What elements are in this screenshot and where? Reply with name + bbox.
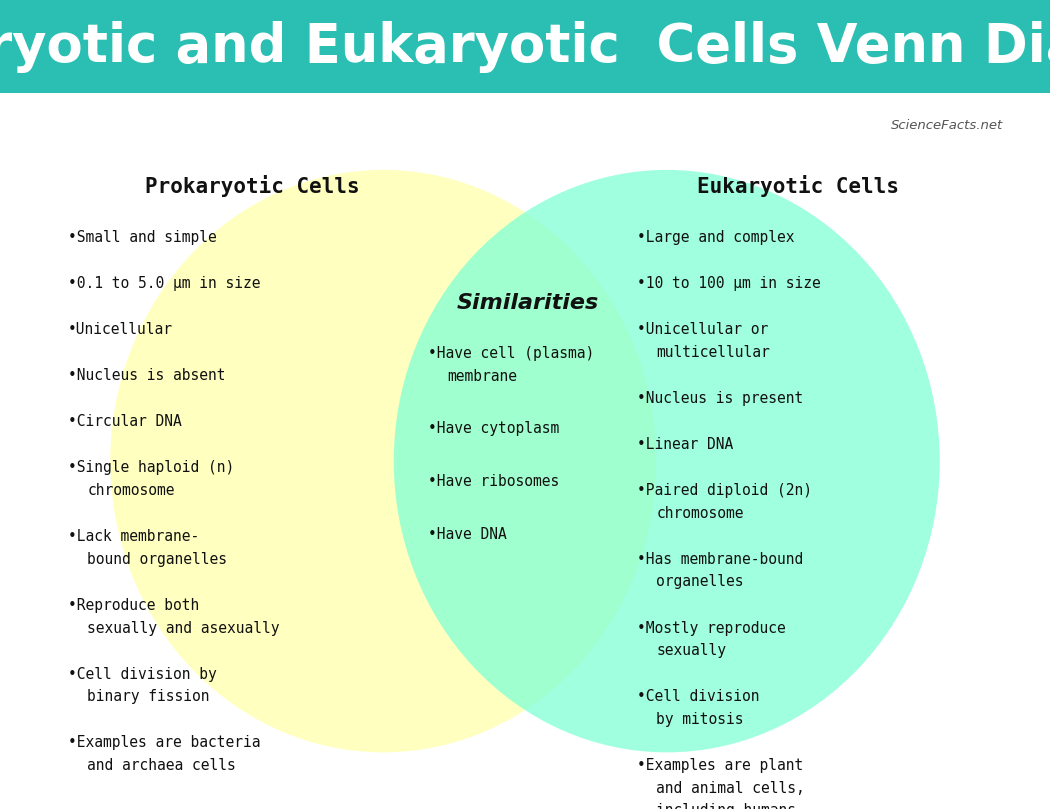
Text: •10 to 100 μm in size: •10 to 100 μm in size	[637, 276, 821, 291]
Text: •Small and simple: •Small and simple	[68, 230, 217, 245]
Text: •Have cell (plasma): •Have cell (plasma)	[428, 346, 594, 362]
Text: and animal cells,: and animal cells,	[656, 781, 805, 796]
Text: •Unicellular or: •Unicellular or	[637, 322, 769, 337]
Text: •Large and complex: •Large and complex	[637, 230, 795, 245]
Text: •Nucleus is present: •Nucleus is present	[637, 391, 803, 406]
Text: binary fission: binary fission	[87, 689, 210, 705]
Ellipse shape	[110, 170, 656, 752]
Text: chromosome: chromosome	[87, 483, 174, 498]
Text: membrane: membrane	[447, 369, 518, 384]
Text: and archaea cells: and archaea cells	[87, 758, 236, 773]
Text: bound organelles: bound organelles	[87, 552, 227, 567]
Text: •Examples are plant: •Examples are plant	[637, 758, 803, 773]
Text: sexually: sexually	[656, 643, 727, 659]
Text: Prokaryotic and Eukaryotic  Cells Venn Diagram: Prokaryotic and Eukaryotic Cells Venn Di…	[0, 20, 1050, 73]
Text: •Lack membrane-: •Lack membrane-	[68, 529, 200, 544]
Text: by mitosis: by mitosis	[656, 712, 743, 727]
Text: •Circular DNA: •Circular DNA	[68, 414, 182, 430]
Text: •Examples are bacteria: •Examples are bacteria	[68, 735, 260, 751]
Text: Eukaryotic Cells: Eukaryotic Cells	[697, 175, 899, 197]
Text: Similarities: Similarities	[457, 294, 600, 313]
Text: •Unicellular: •Unicellular	[68, 322, 173, 337]
Text: •Have DNA: •Have DNA	[428, 527, 507, 542]
Text: •Paired diploid (2n): •Paired diploid (2n)	[637, 483, 813, 498]
Text: •Single haploid (n): •Single haploid (n)	[68, 460, 234, 476]
Text: Prokaryotic Cells: Prokaryotic Cells	[145, 175, 359, 197]
Text: •Nucleus is absent: •Nucleus is absent	[68, 368, 226, 383]
Text: sexually and asexually: sexually and asexually	[87, 621, 279, 636]
Text: •Have ribosomes: •Have ribosomes	[428, 474, 560, 489]
Text: •0.1 to 5.0 μm in size: •0.1 to 5.0 μm in size	[68, 276, 260, 291]
Text: including humans: including humans	[656, 803, 796, 809]
Bar	[0, 0, 1050, 93]
Text: multicellular: multicellular	[656, 345, 770, 360]
Text: •Has membrane-bound: •Has membrane-bound	[637, 552, 803, 567]
Text: ScienceFacts.net: ScienceFacts.net	[890, 119, 1003, 132]
Text: •Have cytoplasm: •Have cytoplasm	[428, 421, 560, 437]
Text: •Cell division by: •Cell division by	[68, 667, 217, 682]
Ellipse shape	[394, 170, 940, 752]
Text: organelles: organelles	[656, 574, 743, 590]
Text: •Linear DNA: •Linear DNA	[637, 437, 734, 452]
Text: •Mostly reproduce: •Mostly reproduce	[637, 621, 786, 636]
Text: •Reproduce both: •Reproduce both	[68, 598, 200, 613]
Text: chromosome: chromosome	[656, 506, 743, 521]
Text: •Cell division: •Cell division	[637, 689, 760, 705]
